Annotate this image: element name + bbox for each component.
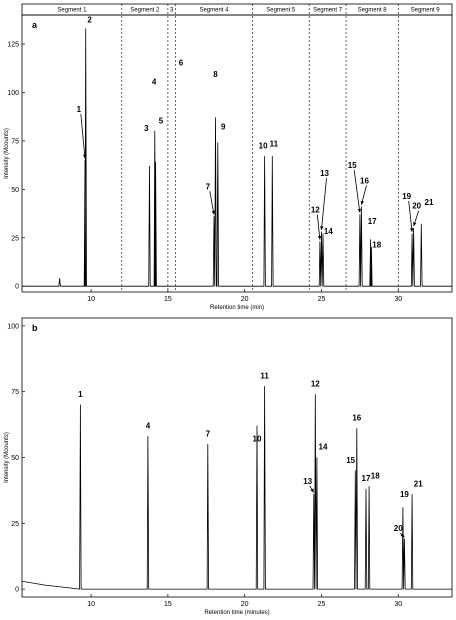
- peak-label: 14: [324, 227, 333, 236]
- peak-label: 19: [402, 192, 411, 201]
- y-tick-label: 0: [15, 284, 19, 291]
- peak-label: 3: [144, 124, 149, 133]
- peak-label: 4: [146, 422, 151, 431]
- peak-label: 7: [206, 182, 211, 191]
- x-tick-label: 25: [318, 601, 326, 608]
- peak-label: 6: [179, 58, 184, 67]
- peak-label: 21: [425, 198, 434, 207]
- peak-label: 14: [319, 443, 328, 452]
- panel-label: a: [32, 20, 38, 30]
- segment-label: Segment 7: [313, 8, 343, 14]
- peak-label: 15: [346, 456, 355, 465]
- y-tick-label: 75: [11, 389, 19, 396]
- segment-label: Segment 9: [411, 8, 441, 14]
- peak-label: 20: [412, 202, 421, 211]
- y-tick-label: 25: [11, 235, 19, 242]
- chart-panel-b: 0 25 50 75 100 10 15 20 25 30 Retention time (minu…: [4, 317, 453, 616]
- segment-label: 3: [170, 8, 174, 14]
- segment-label: Segment 1: [57, 8, 87, 14]
- peak-label: 20: [394, 524, 403, 533]
- y-tick-label: 125: [7, 42, 19, 49]
- x-tick-label: 20: [241, 296, 249, 303]
- peak-label: 12: [311, 206, 320, 215]
- segment-header: [21, 3, 453, 16]
- peak-label: 16: [360, 177, 369, 186]
- y-tick-label: 50: [11, 187, 19, 194]
- peak-label: 17: [368, 217, 377, 226]
- peak-arrow: [80, 113, 86, 159]
- peak-label: 11: [270, 140, 279, 149]
- peak-arrow-head: [82, 154, 87, 159]
- peak-arrow-head: [413, 222, 417, 227]
- segment-label: Segment 2: [130, 8, 160, 14]
- x-axis-label: Retention time (minutes): [204, 610, 269, 616]
- peak-label: 1: [77, 105, 82, 114]
- x-tick-label: 20: [241, 601, 249, 608]
- peak-label: 7: [206, 429, 211, 438]
- segment-label: Segment 5: [266, 8, 296, 14]
- x-tick-label: 15: [164, 601, 172, 608]
- peak-label: 15: [348, 161, 357, 170]
- peak-label: 19: [400, 490, 409, 499]
- peak-label: 8: [213, 70, 218, 79]
- x-tick-label: 30: [394, 601, 402, 608]
- peak-label: 10: [259, 142, 268, 151]
- peak-arrow: [209, 191, 215, 215]
- peak-label: 10: [253, 435, 262, 444]
- peak-label: 4: [152, 78, 157, 87]
- peak-label: 21: [414, 479, 423, 488]
- plot-frame: [21, 317, 453, 598]
- y-tick-label: 75: [11, 138, 19, 145]
- peak-label: 16: [352, 414, 361, 423]
- peak-label: 1: [78, 390, 83, 399]
- peak-arrow-head: [400, 533, 405, 538]
- peak-arrow: [408, 200, 413, 232]
- peak-arrow-head: [409, 228, 414, 232]
- y-tick-label: 0: [15, 587, 19, 594]
- x-tick-label: 10: [87, 296, 95, 303]
- peak-arrow: [316, 214, 321, 240]
- peak-label: 9: [221, 122, 226, 131]
- segment-label: Segment 8: [358, 8, 388, 14]
- x-tick-label: 15: [164, 296, 172, 303]
- peak-label: 12: [311, 379, 320, 388]
- peak-arrow-head: [211, 210, 216, 215]
- chromatogram-trace: [22, 28, 452, 287]
- y-axis-label: Intensity (Mcounts): [4, 128, 10, 179]
- peak-arrow-head: [360, 200, 364, 205]
- peak-label: 13: [303, 477, 312, 486]
- chromatogram-trace: [21, 386, 452, 590]
- y-tick-label: 100: [7, 90, 19, 97]
- segment-label: Segment 4: [199, 8, 229, 14]
- peak-arrow-head: [317, 235, 322, 240]
- peak-arrow-head: [310, 488, 314, 493]
- y-tick-label: 100: [7, 323, 19, 330]
- peak-arrow-head: [320, 226, 324, 230]
- peak-label: 11: [260, 372, 269, 381]
- peak-label: 5: [159, 116, 164, 125]
- y-axis-label: Intensity (Mcounts): [4, 432, 10, 483]
- y-tick-label: 25: [11, 521, 19, 528]
- chart-panel-a: Segment 1 Segment 2 3 Segment 4 Segment 5 Seg…: [4, 3, 453, 311]
- peak-label: 17: [362, 474, 371, 483]
- peak-label: 18: [371, 472, 380, 481]
- peak-arrow-head: [357, 208, 362, 213]
- x-tick-label: 10: [87, 601, 95, 608]
- peak-label: 18: [372, 240, 381, 249]
- x-axis-label: Retention time (min): [210, 305, 264, 311]
- panel-label: b: [32, 323, 38, 333]
- x-tick-label: 25: [318, 296, 326, 303]
- x-tick-label: 30: [394, 296, 402, 303]
- peak-arrow: [353, 169, 361, 213]
- peak-arrow: [321, 177, 327, 230]
- peak-label: 13: [320, 169, 329, 178]
- peak-label: 2: [87, 16, 92, 25]
- y-tick-label: 50: [11, 455, 19, 462]
